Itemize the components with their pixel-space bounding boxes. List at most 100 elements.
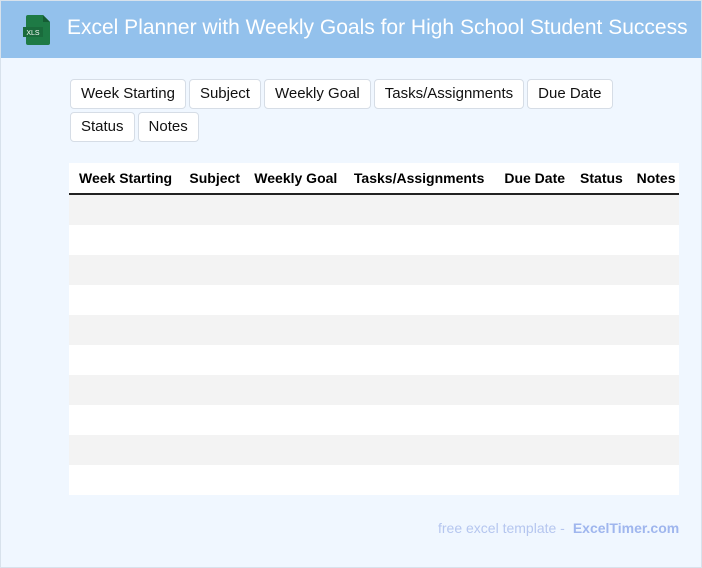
chip-status[interactable]: Status bbox=[70, 112, 135, 142]
table-row bbox=[69, 255, 679, 285]
table-cell[interactable] bbox=[494, 255, 571, 285]
table-cell[interactable] bbox=[179, 405, 244, 435]
table-cell[interactable] bbox=[627, 345, 679, 375]
table-cell[interactable] bbox=[343, 375, 495, 405]
table-cell[interactable] bbox=[494, 225, 570, 255]
table-cell[interactable] bbox=[69, 285, 179, 315]
table-row bbox=[69, 465, 679, 495]
table-cell[interactable] bbox=[494, 405, 570, 435]
table-cell[interactable] bbox=[69, 465, 179, 495]
table-cell[interactable] bbox=[244, 255, 344, 285]
table-cell[interactable] bbox=[344, 225, 494, 255]
table-cell[interactable] bbox=[570, 285, 627, 315]
table-cell[interactable] bbox=[343, 255, 495, 285]
table-cell[interactable] bbox=[570, 435, 627, 465]
table-cell[interactable] bbox=[179, 375, 245, 405]
chip-week-starting[interactable]: Week Starting bbox=[70, 79, 186, 109]
table-cell[interactable] bbox=[627, 405, 679, 435]
table-cell[interactable] bbox=[69, 345, 179, 375]
table-cell[interactable] bbox=[570, 315, 627, 345]
table-cell[interactable] bbox=[570, 345, 627, 375]
table-cell[interactable] bbox=[179, 255, 245, 285]
table-cell[interactable] bbox=[570, 405, 627, 435]
table-cell[interactable] bbox=[244, 194, 344, 225]
table-cell[interactable] bbox=[626, 375, 679, 405]
table-row bbox=[69, 375, 679, 405]
col-due-date: Due Date bbox=[494, 163, 571, 195]
table-cell[interactable] bbox=[494, 465, 570, 495]
table-cell[interactable] bbox=[627, 225, 679, 255]
table-cell[interactable] bbox=[179, 465, 244, 495]
chip-subject[interactable]: Subject bbox=[188, 79, 261, 109]
table-cell[interactable] bbox=[179, 345, 244, 375]
table-cell[interactable] bbox=[344, 405, 494, 435]
header-bar: XLS Excel Planner with Weekly Goals for … bbox=[1, 1, 701, 58]
table-cell[interactable] bbox=[244, 315, 344, 345]
table-cell[interactable] bbox=[69, 375, 180, 405]
table-cell[interactable] bbox=[344, 285, 494, 315]
table-cell[interactable] bbox=[244, 345, 344, 375]
table-cell[interactable] bbox=[179, 315, 245, 345]
table-cell[interactable] bbox=[570, 194, 627, 225]
col-week-starting: Week Starting bbox=[69, 163, 180, 195]
table-cell[interactable] bbox=[494, 345, 570, 375]
table-cell[interactable] bbox=[626, 315, 679, 345]
footer-text: free excel template - bbox=[438, 520, 565, 536]
table-cell[interactable] bbox=[179, 194, 245, 225]
table-cell[interactable] bbox=[343, 435, 495, 465]
table-cell[interactable] bbox=[244, 405, 344, 435]
table-cell[interactable] bbox=[69, 435, 180, 465]
table-cell[interactable] bbox=[627, 465, 679, 495]
table-cell[interactable] bbox=[244, 225, 344, 255]
table-cell[interactable] bbox=[626, 194, 679, 225]
table-cell[interactable] bbox=[179, 225, 244, 255]
table-cell[interactable] bbox=[494, 315, 571, 345]
table-header-row: Week Starting Subject Weekly Goal Tasks/… bbox=[69, 163, 679, 195]
table-cell[interactable] bbox=[494, 285, 570, 315]
table-cell[interactable] bbox=[69, 255, 180, 285]
table-cell[interactable] bbox=[570, 255, 627, 285]
table-cell[interactable] bbox=[494, 375, 571, 405]
table-row bbox=[69, 194, 679, 225]
chip-notes[interactable]: Notes bbox=[137, 112, 199, 142]
table-cell[interactable] bbox=[244, 375, 344, 405]
table-row bbox=[69, 345, 679, 375]
table-row bbox=[69, 435, 679, 465]
table-cell[interactable] bbox=[570, 375, 627, 405]
table-cell[interactable] bbox=[69, 225, 179, 255]
table-cell[interactable] bbox=[244, 435, 344, 465]
table-cell[interactable] bbox=[494, 194, 571, 225]
table-cell[interactable] bbox=[627, 285, 679, 315]
table-cell[interactable] bbox=[69, 194, 180, 225]
col-notes: Notes bbox=[626, 163, 679, 195]
table-cell[interactable] bbox=[570, 465, 627, 495]
table-cell[interactable] bbox=[179, 435, 245, 465]
table-cell[interactable] bbox=[343, 315, 495, 345]
table-cell[interactable] bbox=[179, 285, 244, 315]
table-cell[interactable] bbox=[570, 225, 627, 255]
table-cell[interactable] bbox=[626, 435, 679, 465]
table-cell[interactable] bbox=[69, 405, 179, 435]
col-status: Status bbox=[570, 163, 627, 195]
chip-tasks-assignments[interactable]: Tasks/Assignments bbox=[373, 79, 525, 109]
table-cell[interactable] bbox=[344, 465, 494, 495]
footer: free excel template - ExcelTimer.com bbox=[438, 520, 679, 536]
table-cell[interactable] bbox=[343, 194, 495, 225]
col-subject: Subject bbox=[179, 163, 245, 195]
footer-brand-link[interactable]: ExcelTimer.com bbox=[572, 520, 680, 536]
table-cell[interactable] bbox=[344, 345, 494, 375]
chip-due-date[interactable]: Due Date bbox=[527, 79, 613, 109]
table-row bbox=[69, 285, 679, 315]
table-cell[interactable] bbox=[244, 465, 344, 495]
col-weekly-goal: Weekly Goal bbox=[244, 163, 344, 195]
table-cell[interactable] bbox=[69, 315, 180, 345]
table-row bbox=[69, 405, 679, 435]
page-title: Excel Planner with Weekly Goals for High… bbox=[67, 16, 688, 39]
table-cell[interactable] bbox=[494, 435, 571, 465]
table-row bbox=[69, 225, 679, 255]
chip-weekly-goal[interactable]: Weekly Goal bbox=[263, 79, 371, 109]
table-cell[interactable] bbox=[626, 255, 679, 285]
column-chips: Week Starting Subject Weekly Goal Tasks/… bbox=[70, 79, 680, 142]
planner-table: Week Starting Subject Weekly Goal Tasks/… bbox=[69, 163, 679, 495]
table-cell[interactable] bbox=[244, 285, 344, 315]
